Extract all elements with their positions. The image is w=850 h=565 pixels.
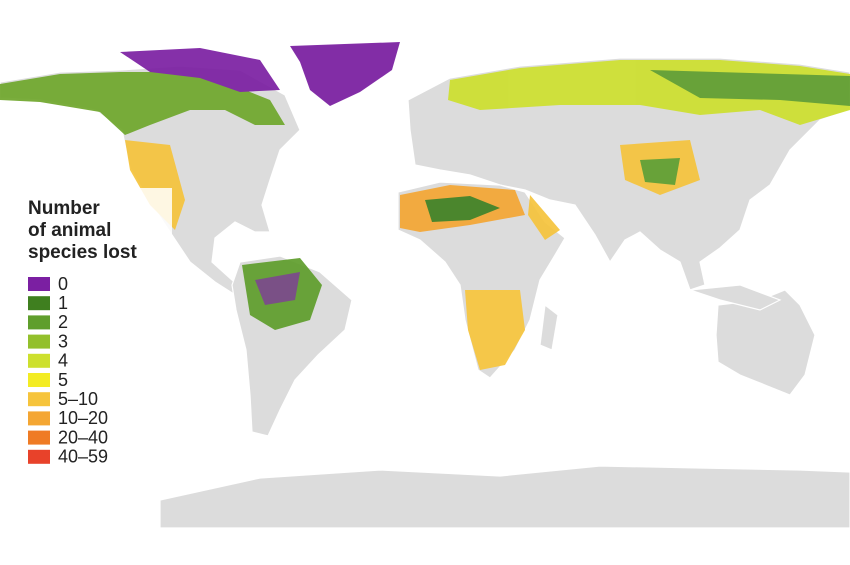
legend-swatch (28, 449, 50, 464)
region (465, 290, 525, 370)
region (290, 42, 400, 106)
legend-label: 10–20 (58, 408, 108, 428)
legend-background (22, 188, 172, 478)
region (0, 72, 285, 135)
legend-swatch (28, 373, 50, 387)
legend-swatch (28, 296, 50, 311)
region (255, 272, 300, 305)
legend-label: 5 (58, 370, 68, 390)
region (640, 158, 680, 185)
region (650, 70, 850, 106)
legend-label: 2 (58, 312, 68, 332)
legend-label: 3 (58, 331, 68, 351)
legend-label: 4 (58, 351, 68, 371)
legend-label: 20–40 (58, 427, 108, 447)
region (120, 48, 280, 92)
region (425, 196, 500, 222)
legend-label: 5–10 (58, 389, 98, 409)
species-loss-regions (0, 42, 850, 370)
legend-title: species lost (28, 242, 137, 263)
legend-label: 40–59 (58, 447, 108, 467)
legend-swatch (28, 411, 50, 426)
region (528, 195, 560, 240)
legend-swatch (28, 315, 50, 330)
legend-swatch (28, 277, 50, 291)
legend-title: Number (28, 198, 100, 219)
legend-label: 0 (58, 274, 68, 294)
legend-swatch (28, 430, 50, 445)
legend-swatch (28, 392, 50, 407)
legend-swatch (28, 353, 50, 368)
legend-swatch (28, 334, 50, 349)
legend-label: 1 (58, 293, 68, 313)
legend-title: of animal (28, 220, 111, 241)
